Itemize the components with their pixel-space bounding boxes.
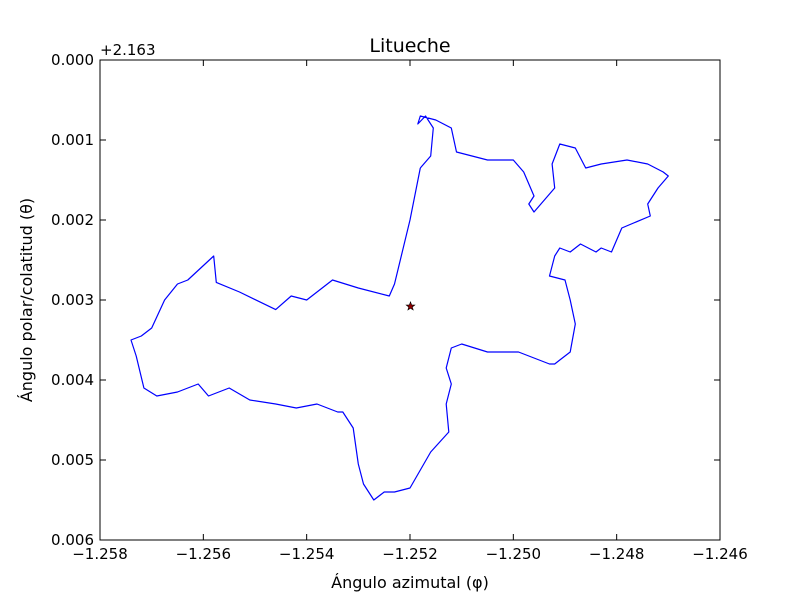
y-tick-label: 0.006 [51, 531, 94, 549]
x-axis-label: Ángulo azimutal (φ) [331, 573, 489, 592]
y-axis-label: Ángulo polar/colatitud (θ) [17, 198, 36, 402]
x-tick-label: −1.256 [176, 545, 232, 563]
x-tick-label: −1.246 [692, 545, 748, 563]
centroid-star-marker [405, 301, 416, 311]
x-tick-label: −1.250 [486, 545, 542, 563]
x-tick-label: −1.258 [72, 545, 128, 563]
y-tick-label: 0.003 [51, 291, 94, 309]
x-tick-label: −1.252 [382, 545, 438, 563]
y-tick-label: 0.005 [51, 451, 94, 469]
boundary-line [130, 115, 669, 501]
y-tick-label: 0.000 [51, 51, 94, 69]
x-tick-label: −1.248 [589, 545, 645, 563]
plot-area [130, 115, 669, 501]
x-axis-label-text: Ángulo azimutal (φ) [331, 573, 489, 592]
y-tick-label: 0.002 [51, 211, 94, 229]
axes-frame [99, 59, 721, 541]
y-axis-label-text: Ángulo polar/colatitud (θ) [17, 198, 36, 402]
y-tick-label: 0.001 [51, 131, 94, 149]
y-axis: 0.000 0.001 0.002 0.003 0.004 0.005 0.006 [51, 51, 720, 549]
x-tick-label: −1.254 [279, 545, 335, 563]
chart-title: Litueche [369, 35, 450, 57]
y-offset-label: +2.163 [100, 41, 156, 59]
y-tick-label: 0.004 [51, 371, 94, 389]
